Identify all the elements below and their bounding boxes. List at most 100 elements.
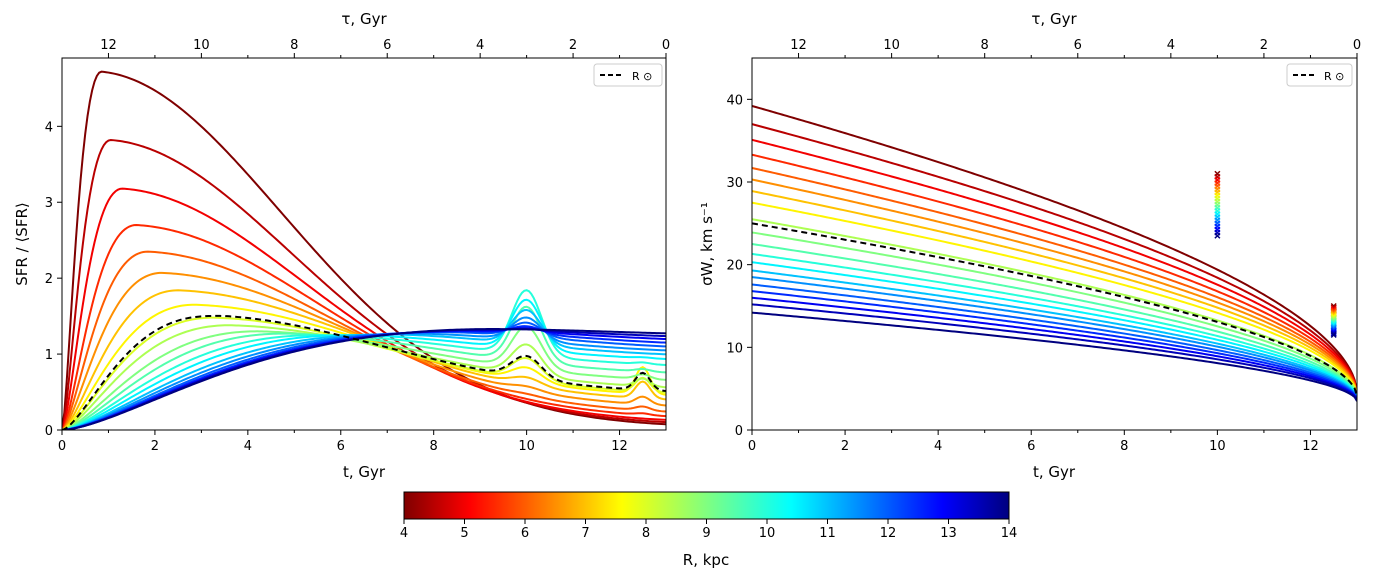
right-ytick-label: 10 [726,341,743,356]
left-xlabel: t, Gyr [343,463,386,481]
right-ytick-label: 20 [726,259,743,274]
right-xtick-label: 0 [748,439,756,454]
left-toptick-label: 4 [476,38,484,53]
sigma-curve-R8.5 [752,218,1357,397]
sigma-curve-R4 [752,104,1357,393]
right-sigma-curves [752,104,1357,402]
marker-stroke [1330,331,1337,338]
sigma-curve-R14 [752,311,1357,402]
left-ytick-label: 4 [45,120,53,135]
right-plot-frame [751,57,1358,431]
right-toptick-label: 12 [790,38,807,53]
right-xtick-label: 10 [1209,439,1226,454]
left-xtick-label: 8 [430,439,438,454]
sigma-curve-R5 [752,138,1357,394]
right-ytick-label: 30 [726,176,743,191]
left-xtick-label: 2 [151,439,159,454]
left-legend-label: R ⊙ [632,70,652,83]
sigma-curve-R6 [752,166,1357,395]
left-ytick-label: 3 [45,196,53,211]
left-toptick-label: 6 [383,38,391,53]
right-toptick-label: 8 [981,38,989,53]
colorbar-tick-label: 4 [400,526,408,541]
left-xtick-label: 12 [611,439,628,454]
right-xlabel: t, Gyr [1033,463,1076,481]
sfr-reference-curve [62,314,666,430]
right-xtick-label: 2 [841,439,849,454]
colorbar: 4 5 6 7 8 9 10 11 12 13 14 R, kpc [400,491,1017,569]
left-reference-line [62,314,666,430]
left-top-xlabel: τ, Gyr [341,10,387,28]
sigma-curve-R13 [752,296,1357,401]
colorbar-tick-label: 13 [940,526,957,541]
sigma-curve-R9.5 [752,243,1357,398]
right-legend: R ⊙ [1286,63,1353,87]
sigma-curve-R5.5 [752,153,1357,395]
right-ylabel: σW, km s⁻¹ [698,202,716,286]
left-legend: R ⊙ [593,63,663,87]
colorbar-gradient [403,491,1010,520]
sigma-curve-R12.5 [752,290,1357,401]
sfr-curve-R8.5 [62,324,666,430]
colorbar-tick-label: 14 [1001,526,1018,541]
right-xtick-label: 12 [1302,439,1319,454]
right-ytick-label: 0 [735,424,743,439]
left-xtick-label: 6 [337,439,345,454]
left-xtick-label: 4 [244,439,252,454]
left-ytick-label: 0 [45,424,53,439]
colorbar-tick-label: 9 [702,526,710,541]
sigma-curve-R11 [752,269,1357,399]
left-xtick-label: 10 [518,439,535,454]
marker-x-1-20 [1330,331,1337,338]
right-reference-line [752,222,1357,397]
right-markers [1214,170,1337,338]
marker-x-1-19 [1330,330,1337,337]
marker-x-0-20 [1214,232,1221,239]
left-ytick-label: 2 [45,272,53,287]
sigma-curve-R10 [752,252,1357,399]
left-toptick-label: 2 [569,38,577,53]
sfr-curve-R10 [62,289,666,430]
sigma-curve-R11.5 [752,276,1357,400]
colorbar-tick-label: 5 [460,526,468,541]
sigma-curve-R7.5 [752,201,1357,396]
colorbar-tick-label: 11 [819,526,836,541]
colorbar-tick-label: 7 [581,526,589,541]
right-xtick-label: 6 [1027,439,1035,454]
sigma-curve-R4.5 [752,123,1357,394]
right-xtick-label: 4 [934,439,942,454]
left-ylabel: SFR / ⟨SFR⟩ [13,202,31,285]
marker-stroke [1330,330,1337,337]
right-ytick-label: 40 [726,93,743,108]
colorbar-tick-label: 6 [521,526,529,541]
sigma-curve-R6.5 [752,178,1357,396]
colorbar-tick-label: 12 [880,526,897,541]
sigma-curve-R12 [752,283,1357,400]
left-toptick-label: 8 [290,38,298,53]
right-toptick-label: 6 [1074,38,1082,53]
right-top-xlabel: τ, Gyr [1031,10,1077,28]
sigma-curve-R13.5 [752,303,1357,402]
sigma-curve-R10.5 [752,261,1357,399]
colorbar-ticks: 4 5 6 7 8 9 10 11 12 13 14 [400,519,1017,541]
sfr-curve-R9.5 [62,305,666,430]
right-toptick-label: 4 [1167,38,1175,53]
left-toptick-label: 10 [193,38,210,53]
left-sfr-curves [62,70,666,430]
right-toptick-label: 10 [883,38,900,53]
colorbar-tick-label: 8 [642,526,650,541]
sigma-curve-R7 [752,190,1357,396]
sfr-curve-R5.5 [62,224,666,430]
sfr-curve-R5 [62,187,666,430]
right-xtick-label: 8 [1120,439,1128,454]
sigma-curve-R9 [752,231,1357,398]
left-toptick-label: 0 [662,38,670,53]
sfr-curve-R4 [62,70,666,430]
left-ytick-label: 1 [45,348,53,363]
left-toptick-label: 12 [100,38,117,53]
sfr-curve-R4.5 [62,138,666,430]
